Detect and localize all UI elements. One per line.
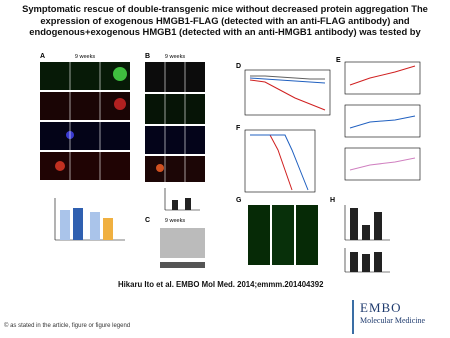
panel-e-charts [344,61,421,181]
panel-a-bars [54,198,125,241]
panel-c-blot [160,228,205,268]
time-label: 9 weeks [165,54,185,60]
publisher-logo: EMBO Molecular Medicine [352,300,440,334]
panel-label: B [145,53,150,60]
logo-text: EMBO [360,300,402,315]
panel-h-bars [344,205,390,273]
panel-label: D [236,63,241,70]
panel-b-images [145,62,205,211]
panel-a-images [40,62,130,180]
panel-label: H [330,197,335,204]
panel-label: C [145,217,150,224]
citation: Hikaru Ito et al. EMBO Mol Med. 2014;emm… [118,280,324,289]
panel-label: E [336,57,341,64]
time-label: 9 weeks [165,218,185,224]
panel-label: F [236,125,241,132]
panel-d-chart [244,69,331,116]
panel-label: G [236,197,242,204]
panel-g-images [248,205,318,265]
slide-title: Symptomatic rescue of double-transgenic … [22,3,428,37]
time-label: 9 weeks [75,54,95,60]
panel-f-chart [244,129,316,193]
copyright-note: © as stated in the article, figure or fi… [4,323,131,329]
logo-subtext: Molecular Medicine [360,316,426,325]
panel-label: A [40,53,45,60]
